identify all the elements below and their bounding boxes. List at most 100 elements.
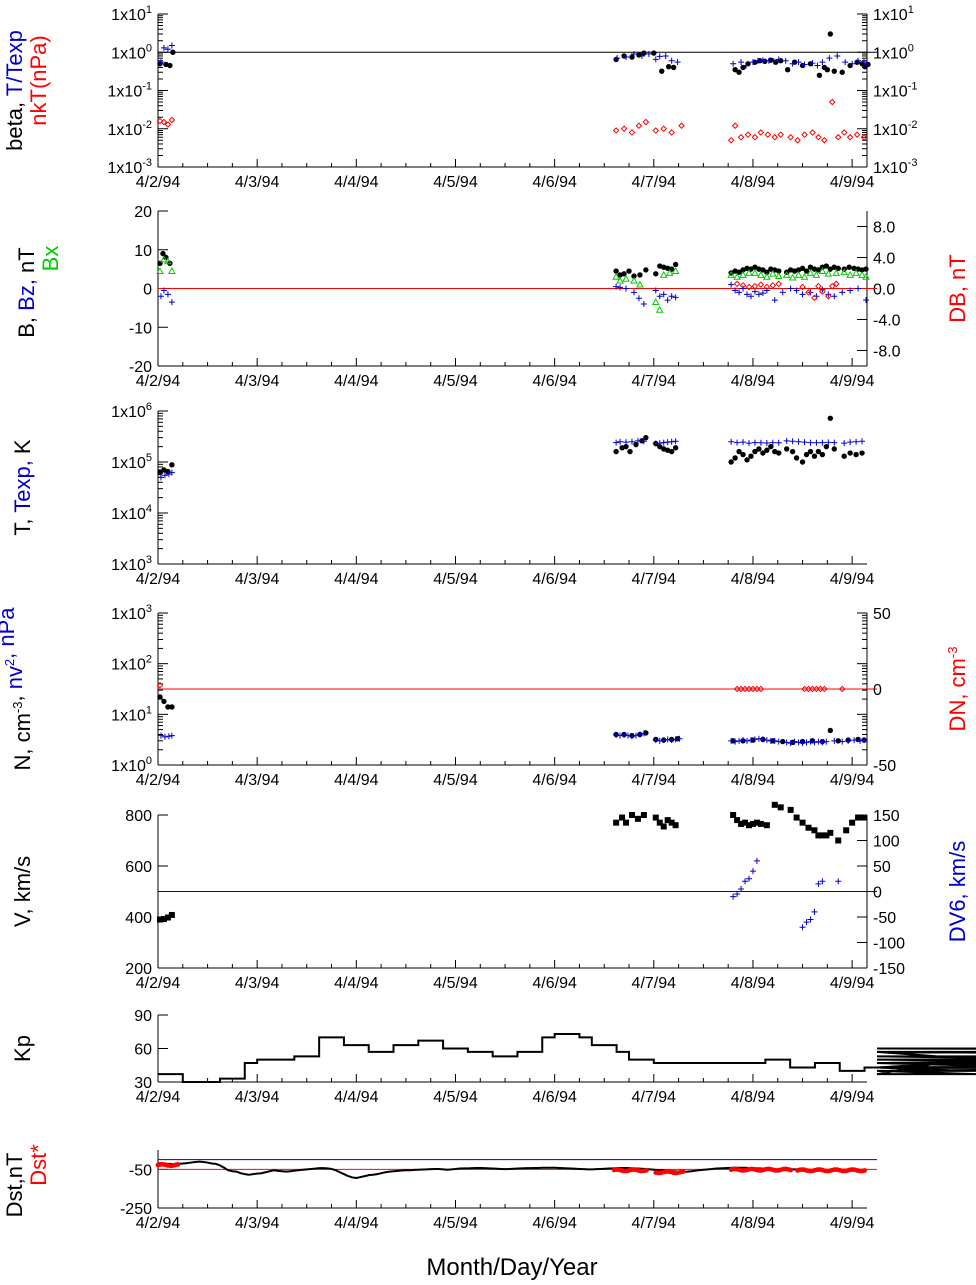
b-point	[747, 293, 754, 300]
beta-point	[638, 52, 645, 59]
b-point	[728, 281, 735, 288]
beta-xtick-label: 4/9/94	[830, 174, 875, 191]
b-point	[613, 283, 620, 290]
t-point	[815, 448, 822, 455]
n-point	[861, 737, 868, 744]
b-point	[757, 270, 765, 278]
beta-point	[754, 57, 761, 64]
b-rtick-label: 0.0	[873, 282, 895, 299]
v-rtick-label: 150	[873, 808, 900, 825]
t-point	[793, 455, 800, 461]
n-rtick-label: -50	[873, 758, 896, 775]
b-point	[732, 287, 739, 294]
v-point	[835, 837, 842, 844]
v-point	[734, 891, 741, 898]
dst-xtick-label: 4/7/94	[632, 1215, 677, 1232]
n-point	[771, 737, 778, 744]
v-right-axis-label: DV6, km/s	[945, 841, 970, 942]
b-point	[156, 267, 164, 274]
t-point	[168, 469, 175, 476]
n-point	[672, 736, 679, 743]
beta-rtick-label: 1x10-3	[873, 157, 917, 177]
n-point	[168, 732, 175, 739]
kp-xtick-label: 4/8/94	[731, 1089, 776, 1106]
v-ytick-label: 600	[125, 859, 152, 876]
v-point	[855, 814, 862, 821]
b-point	[739, 282, 747, 289]
beta-point	[737, 133, 745, 141]
v-xtick-label: 4/7/94	[632, 975, 677, 992]
b-point	[636, 280, 644, 288]
b-point	[811, 294, 818, 302]
b-point	[757, 281, 765, 288]
b-point	[828, 282, 836, 290]
dst-point	[862, 1168, 867, 1173]
v-ytick-label: 200	[125, 961, 152, 978]
beta-xtick-label: 4/3/94	[235, 174, 280, 191]
n-point	[807, 738, 814, 745]
beta-rtick-label: 1x10-2	[873, 119, 917, 139]
v-point	[742, 878, 749, 885]
b-point	[776, 268, 782, 274]
b-point	[745, 283, 753, 291]
n-xtick-label: 4/5/94	[433, 772, 478, 789]
b-point	[782, 270, 791, 278]
b-point	[832, 268, 841, 276]
b-point	[815, 267, 822, 273]
b-point	[799, 265, 806, 272]
b-point	[635, 295, 642, 302]
v-point	[811, 827, 818, 834]
v-point	[849, 819, 856, 826]
n-point	[799, 740, 806, 747]
nkt-axis-label: nkT(nPa)	[26, 35, 51, 125]
t-point	[161, 472, 168, 479]
b-ytick-label: -10	[129, 320, 152, 337]
b-rtick-label: 4.0	[873, 251, 895, 268]
t-point	[157, 474, 164, 481]
b-point	[630, 289, 637, 296]
n-point	[156, 681, 164, 689]
t-point	[776, 450, 782, 456]
t-point	[169, 462, 175, 468]
beta-ytick-label: 1x10-1	[108, 81, 152, 101]
n-point	[676, 735, 683, 742]
b-ytick-label: -20	[129, 359, 152, 376]
n-right-axis-label: DN, cm-3	[945, 647, 970, 732]
b-point	[640, 301, 647, 307]
b-series-2	[156, 255, 870, 313]
t-point	[803, 451, 810, 458]
v-xtick-label: 4/8/94	[731, 975, 776, 992]
kp-line	[158, 1032, 976, 1083]
n-point	[165, 733, 172, 740]
n-point	[827, 727, 834, 734]
t-point	[617, 438, 624, 445]
b-point	[831, 293, 838, 300]
beta-point	[765, 57, 772, 64]
v-point	[742, 819, 749, 826]
b-point	[806, 268, 815, 276]
t-xtick-label: 4/7/94	[632, 571, 677, 588]
kp-xtick-label: 4/4/94	[334, 1089, 379, 1106]
dst-ytick-label: -50	[129, 1162, 152, 1179]
v-point	[623, 819, 630, 826]
beta-point	[678, 122, 685, 130]
beta-point	[809, 60, 816, 67]
b-point	[626, 268, 632, 274]
b-point	[832, 280, 840, 288]
b-xtick-label: 4/5/94	[433, 373, 478, 390]
t-point	[613, 439, 620, 446]
t-xtick-label: 4/6/94	[532, 571, 577, 588]
beta-point	[842, 59, 849, 66]
t-point	[640, 438, 647, 445]
t-point	[831, 439, 838, 446]
n-rtick-label: 50	[873, 606, 891, 623]
b-point	[858, 270, 866, 278]
t-ytick-label: 1x106	[111, 401, 152, 421]
dst-ytick-label: -250	[120, 1201, 152, 1218]
n-ytick-label: 1x100	[111, 755, 152, 775]
n-series-2	[156, 681, 846, 693]
n-point	[744, 737, 751, 744]
n-point	[851, 737, 858, 744]
v-point	[803, 919, 810, 926]
beta-point	[770, 58, 777, 65]
